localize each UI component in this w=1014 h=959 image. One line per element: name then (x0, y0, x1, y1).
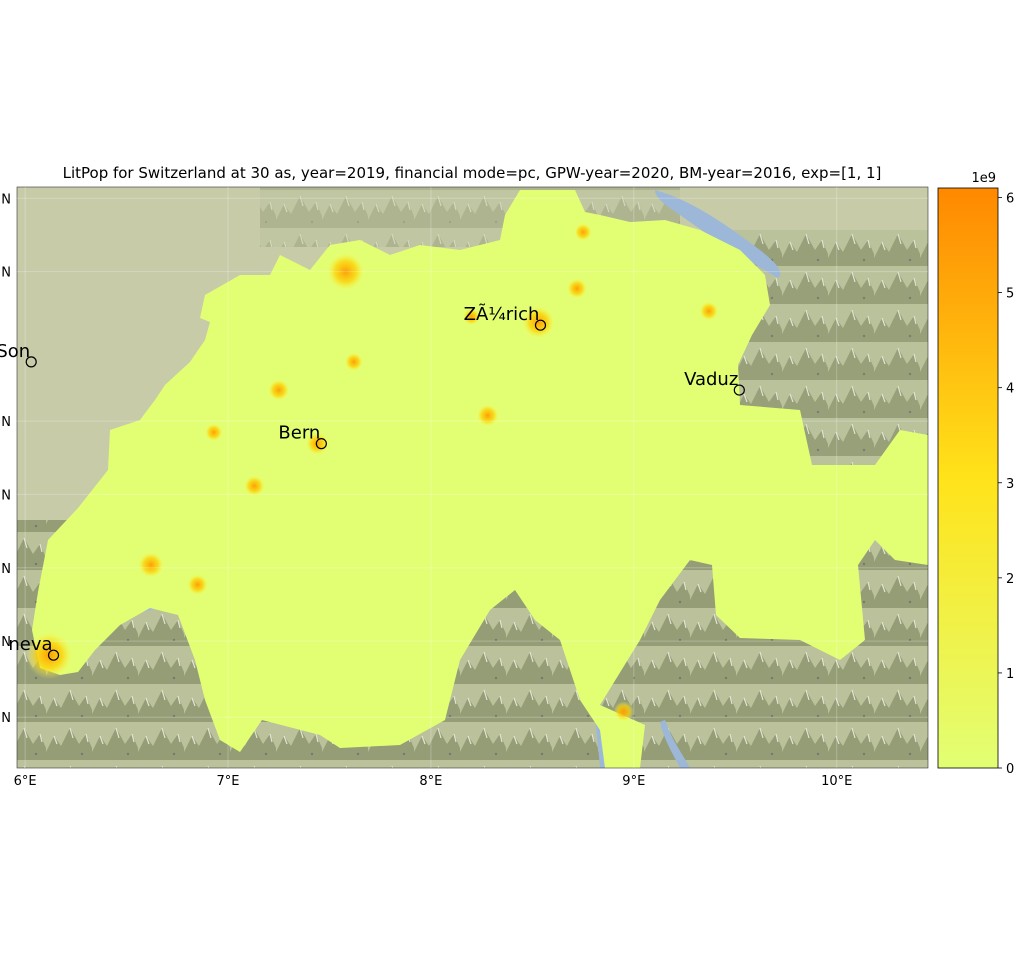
y-tick-label: N (1, 711, 11, 726)
y-tick-label: N (1, 192, 11, 207)
colorbar-tick-label: 1 (1006, 667, 1014, 682)
x-tick-label: 9°E (622, 774, 645, 789)
exposure-hotspot (186, 573, 209, 596)
exposure-hotspot (204, 423, 224, 442)
x-tick-label: 6°E (14, 774, 37, 789)
city-marker (47, 649, 60, 661)
city-marker (25, 356, 37, 368)
city-markers: ZÃ¼rich Vaduz Bern Son neva (0, 303, 745, 661)
colorbar (937, 187, 999, 769)
exposure-hotspot (305, 431, 330, 456)
colorbar-tick-label: 3 (1006, 477, 1014, 492)
exposure-hotspot (521, 305, 556, 340)
exposure-hotspot (267, 378, 290, 402)
city-marker (315, 438, 327, 450)
colorbar-tick-label: 5 (1006, 287, 1014, 302)
exposure-hotspot (344, 352, 364, 372)
city-label: Bern (278, 423, 320, 444)
y-tick-label: N (1, 635, 11, 650)
colorbar-tick-label: 2 (1006, 572, 1014, 587)
y-tick-label: N (1, 488, 11, 503)
plot-frame (16, 186, 929, 769)
exposure-hotspot (573, 222, 593, 242)
exposure-layer (32, 190, 928, 768)
x-tick-labels: 6°E 7°E 8°E 9°E 10°E (14, 187, 852, 789)
y-tick-labels: N N N N N N N (1, 192, 928, 726)
colorbar-tick-label: 0 (1006, 762, 1014, 777)
hotspot-layer (25, 222, 719, 722)
exposure-hotspot (243, 475, 266, 497)
lake-como (660, 720, 690, 768)
y-tick-label: N (1, 562, 11, 577)
map-area[interactable] (17, 187, 928, 768)
city-label: ZÃ¼rich (464, 303, 540, 325)
lake-constance (655, 190, 781, 278)
exposure-hotspot (476, 404, 500, 427)
exposure-hotspot (462, 307, 481, 326)
city-label: Vaduz (684, 369, 738, 390)
colorbar-tick-label: 6 (1006, 192, 1014, 207)
exposure-hotspot (326, 252, 366, 292)
x-tick-label: 7°E (217, 774, 240, 789)
exposure-hotspot (566, 278, 588, 300)
city-label: Son (0, 341, 30, 362)
colorbar-ticks: 0 1 2 3 4 5 6 (998, 192, 1014, 777)
exposure-hotspot (25, 631, 74, 680)
map-title: LitPop for Switzerland at 30 as, year=20… (63, 164, 882, 182)
y-tick-label: N (1, 415, 11, 430)
exposure-hotspot (613, 701, 634, 722)
exposure-hotspot (699, 301, 719, 321)
colorbar-multiplier: 1e9 (971, 171, 996, 186)
exposure-hotspot (137, 551, 165, 579)
x-tick-label: 10°E (821, 774, 852, 789)
city-marker (534, 319, 547, 331)
y-tick-label: N (1, 266, 11, 281)
city-label: neva (8, 634, 52, 655)
colorbar-tick-label: 4 (1006, 382, 1014, 397)
x-tick-label: 8°E (419, 774, 442, 789)
city-marker (733, 384, 745, 396)
